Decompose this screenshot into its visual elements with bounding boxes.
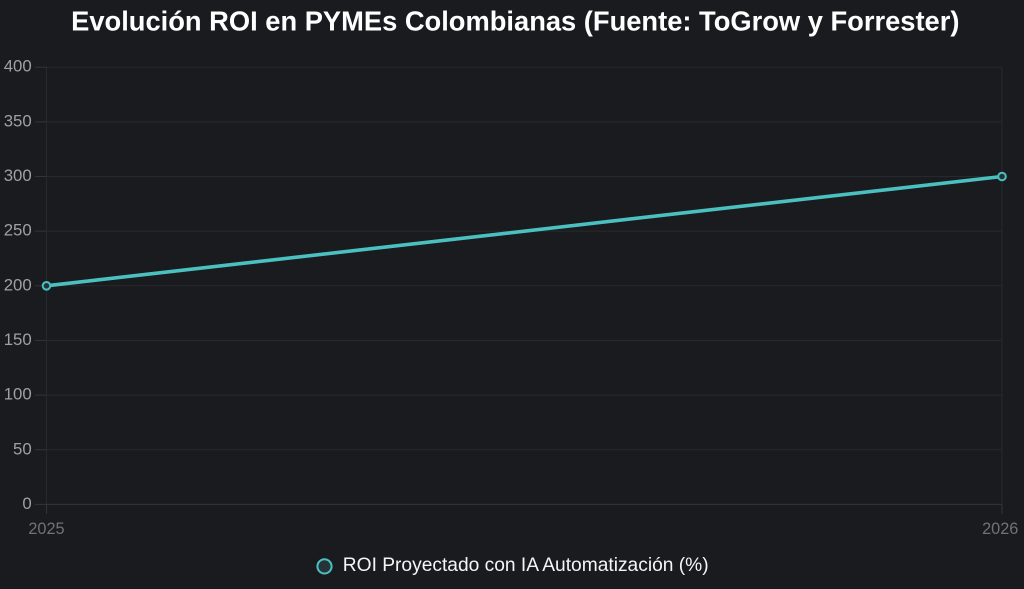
- svg-text:150: 150: [4, 330, 32, 349]
- svg-text:400: 400: [4, 57, 32, 76]
- svg-text:350: 350: [4, 111, 32, 130]
- svg-text:50: 50: [13, 439, 32, 458]
- svg-text:100: 100: [4, 385, 32, 404]
- svg-text:2026: 2026: [982, 520, 1018, 538]
- svg-text:Evolución ROI en PYMEs Colombi: Evolución ROI en PYMEs Colombianas (Fuen…: [71, 5, 959, 36]
- svg-text:200: 200: [4, 275, 32, 294]
- svg-text:2025: 2025: [28, 520, 64, 538]
- svg-text:250: 250: [4, 221, 32, 240]
- svg-text:0: 0: [22, 494, 31, 513]
- svg-text:300: 300: [4, 166, 32, 185]
- svg-text:ROI Proyectado con IA Automati: ROI Proyectado con IA Automatización (%): [343, 555, 709, 576]
